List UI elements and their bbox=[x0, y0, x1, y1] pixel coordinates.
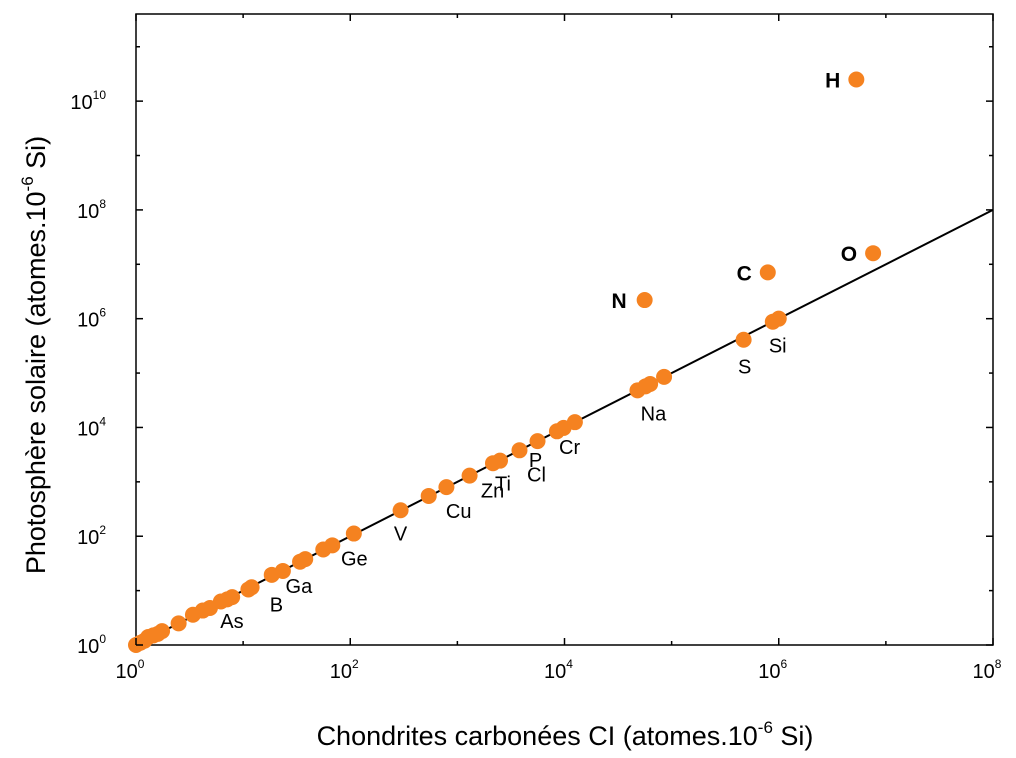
data-point bbox=[297, 551, 314, 568]
y-tick-base: 10 bbox=[70, 92, 92, 114]
point-label-o: O bbox=[841, 243, 857, 266]
data-point bbox=[865, 245, 882, 262]
x-axis-title-end: Si) bbox=[773, 721, 814, 751]
y-tick-label: 106 bbox=[77, 306, 106, 332]
x-tick-label: 100 bbox=[116, 657, 145, 683]
y-tick-exponent: 2 bbox=[99, 523, 106, 537]
point-label-v: V bbox=[394, 523, 408, 545]
x-tick-exponent: 4 bbox=[566, 657, 573, 671]
data-point bbox=[770, 310, 787, 327]
y-tick-exponent: 10 bbox=[93, 88, 107, 102]
y-axis-title-exponent: -6 bbox=[18, 176, 37, 191]
data-point bbox=[224, 589, 241, 606]
x-tick-exponent: 6 bbox=[781, 657, 788, 671]
x-tick-base: 10 bbox=[544, 661, 566, 683]
y-tick-exponent: 6 bbox=[99, 306, 106, 320]
x-tick-label: 104 bbox=[544, 657, 573, 683]
y-tick-label: 100 bbox=[77, 632, 106, 658]
data-point bbox=[848, 71, 865, 88]
data-point bbox=[461, 467, 478, 484]
y-tick-label: 102 bbox=[77, 523, 106, 549]
point-label-p: P bbox=[529, 450, 542, 472]
x-axis-title-exponent: -6 bbox=[758, 718, 773, 737]
x-tick-exponent: 2 bbox=[352, 657, 359, 671]
y-tick-base: 10 bbox=[77, 527, 99, 549]
x-tick-base: 10 bbox=[758, 661, 780, 683]
y-axis-title: Photosphère solaire (atomes.10-6 Si) bbox=[18, 136, 51, 574]
data-point bbox=[642, 375, 659, 392]
x-tick-exponent: 0 bbox=[138, 657, 145, 671]
data-point bbox=[345, 525, 362, 542]
point-label-ge: Ge bbox=[341, 548, 368, 570]
plot-area bbox=[135, 13, 994, 646]
x-axis-ticks: 100 102 104 106 108 bbox=[116, 14, 1002, 683]
data-point bbox=[438, 479, 455, 496]
x-axis-title: Chondrites carbonées CI (atomes.10-6 Si) bbox=[317, 718, 814, 751]
y-tick-exponent: 8 bbox=[99, 197, 106, 211]
x-tick-exponent: 8 bbox=[995, 657, 1002, 671]
point-label-si: Si bbox=[769, 336, 787, 358]
data-point bbox=[154, 623, 171, 640]
x-tick-label: 102 bbox=[330, 657, 359, 683]
point-label-ga: Ga bbox=[286, 576, 314, 598]
data-point bbox=[566, 414, 583, 431]
data-points-layer bbox=[128, 71, 882, 653]
point-label-zn: Zn bbox=[481, 481, 504, 503]
x-tick-base: 10 bbox=[330, 661, 352, 683]
point-label-h: H bbox=[825, 69, 840, 92]
x-tick-base: 10 bbox=[116, 661, 138, 683]
data-point bbox=[324, 537, 341, 554]
data-point bbox=[636, 292, 653, 309]
data-point bbox=[511, 442, 528, 459]
plot-frame bbox=[135, 13, 994, 646]
data-point bbox=[656, 368, 673, 385]
y-tick-label: 1010 bbox=[70, 88, 106, 114]
y-axis-title-end: Si) bbox=[21, 136, 51, 177]
point-label-ti: Ti bbox=[495, 474, 511, 496]
x-tick-label: 106 bbox=[758, 657, 787, 683]
data-point bbox=[759, 264, 776, 281]
y-tick-base: 10 bbox=[77, 418, 99, 440]
point-label-cr: Cr bbox=[559, 437, 580, 459]
data-point bbox=[170, 615, 187, 632]
point-label-s: S bbox=[738, 357, 751, 379]
x-axis-title-main: Chondrites carbonées CI (atomes.10 bbox=[317, 721, 758, 751]
x-tick-base: 10 bbox=[973, 661, 995, 683]
y-tick-base: 10 bbox=[77, 310, 99, 332]
y-tick-label: 108 bbox=[77, 197, 106, 223]
data-point bbox=[492, 452, 509, 469]
y-tick-exponent: 0 bbox=[99, 632, 106, 646]
y-axis-title-main: Photosphère solaire (atomes.10 bbox=[21, 191, 51, 574]
data-point bbox=[529, 433, 546, 450]
point-label-as: As bbox=[220, 611, 243, 633]
point-label-cu: Cu bbox=[446, 501, 472, 523]
data-point bbox=[243, 579, 260, 596]
point-label-na: Na bbox=[641, 403, 667, 425]
y-tick-base: 10 bbox=[77, 201, 99, 223]
point-label-b: B bbox=[270, 594, 283, 616]
y-tick-exponent: 4 bbox=[99, 414, 106, 428]
data-point bbox=[392, 502, 409, 519]
point-label-c: C bbox=[737, 262, 752, 285]
point-label-cl: Cl bbox=[527, 464, 546, 486]
y-tick-base: 10 bbox=[77, 636, 99, 658]
x-tick-label: 108 bbox=[973, 657, 1002, 683]
data-point bbox=[735, 331, 752, 348]
data-point bbox=[274, 562, 291, 579]
data-point bbox=[420, 487, 437, 504]
point-label-n: N bbox=[611, 290, 626, 313]
y-tick-label: 104 bbox=[77, 414, 106, 440]
